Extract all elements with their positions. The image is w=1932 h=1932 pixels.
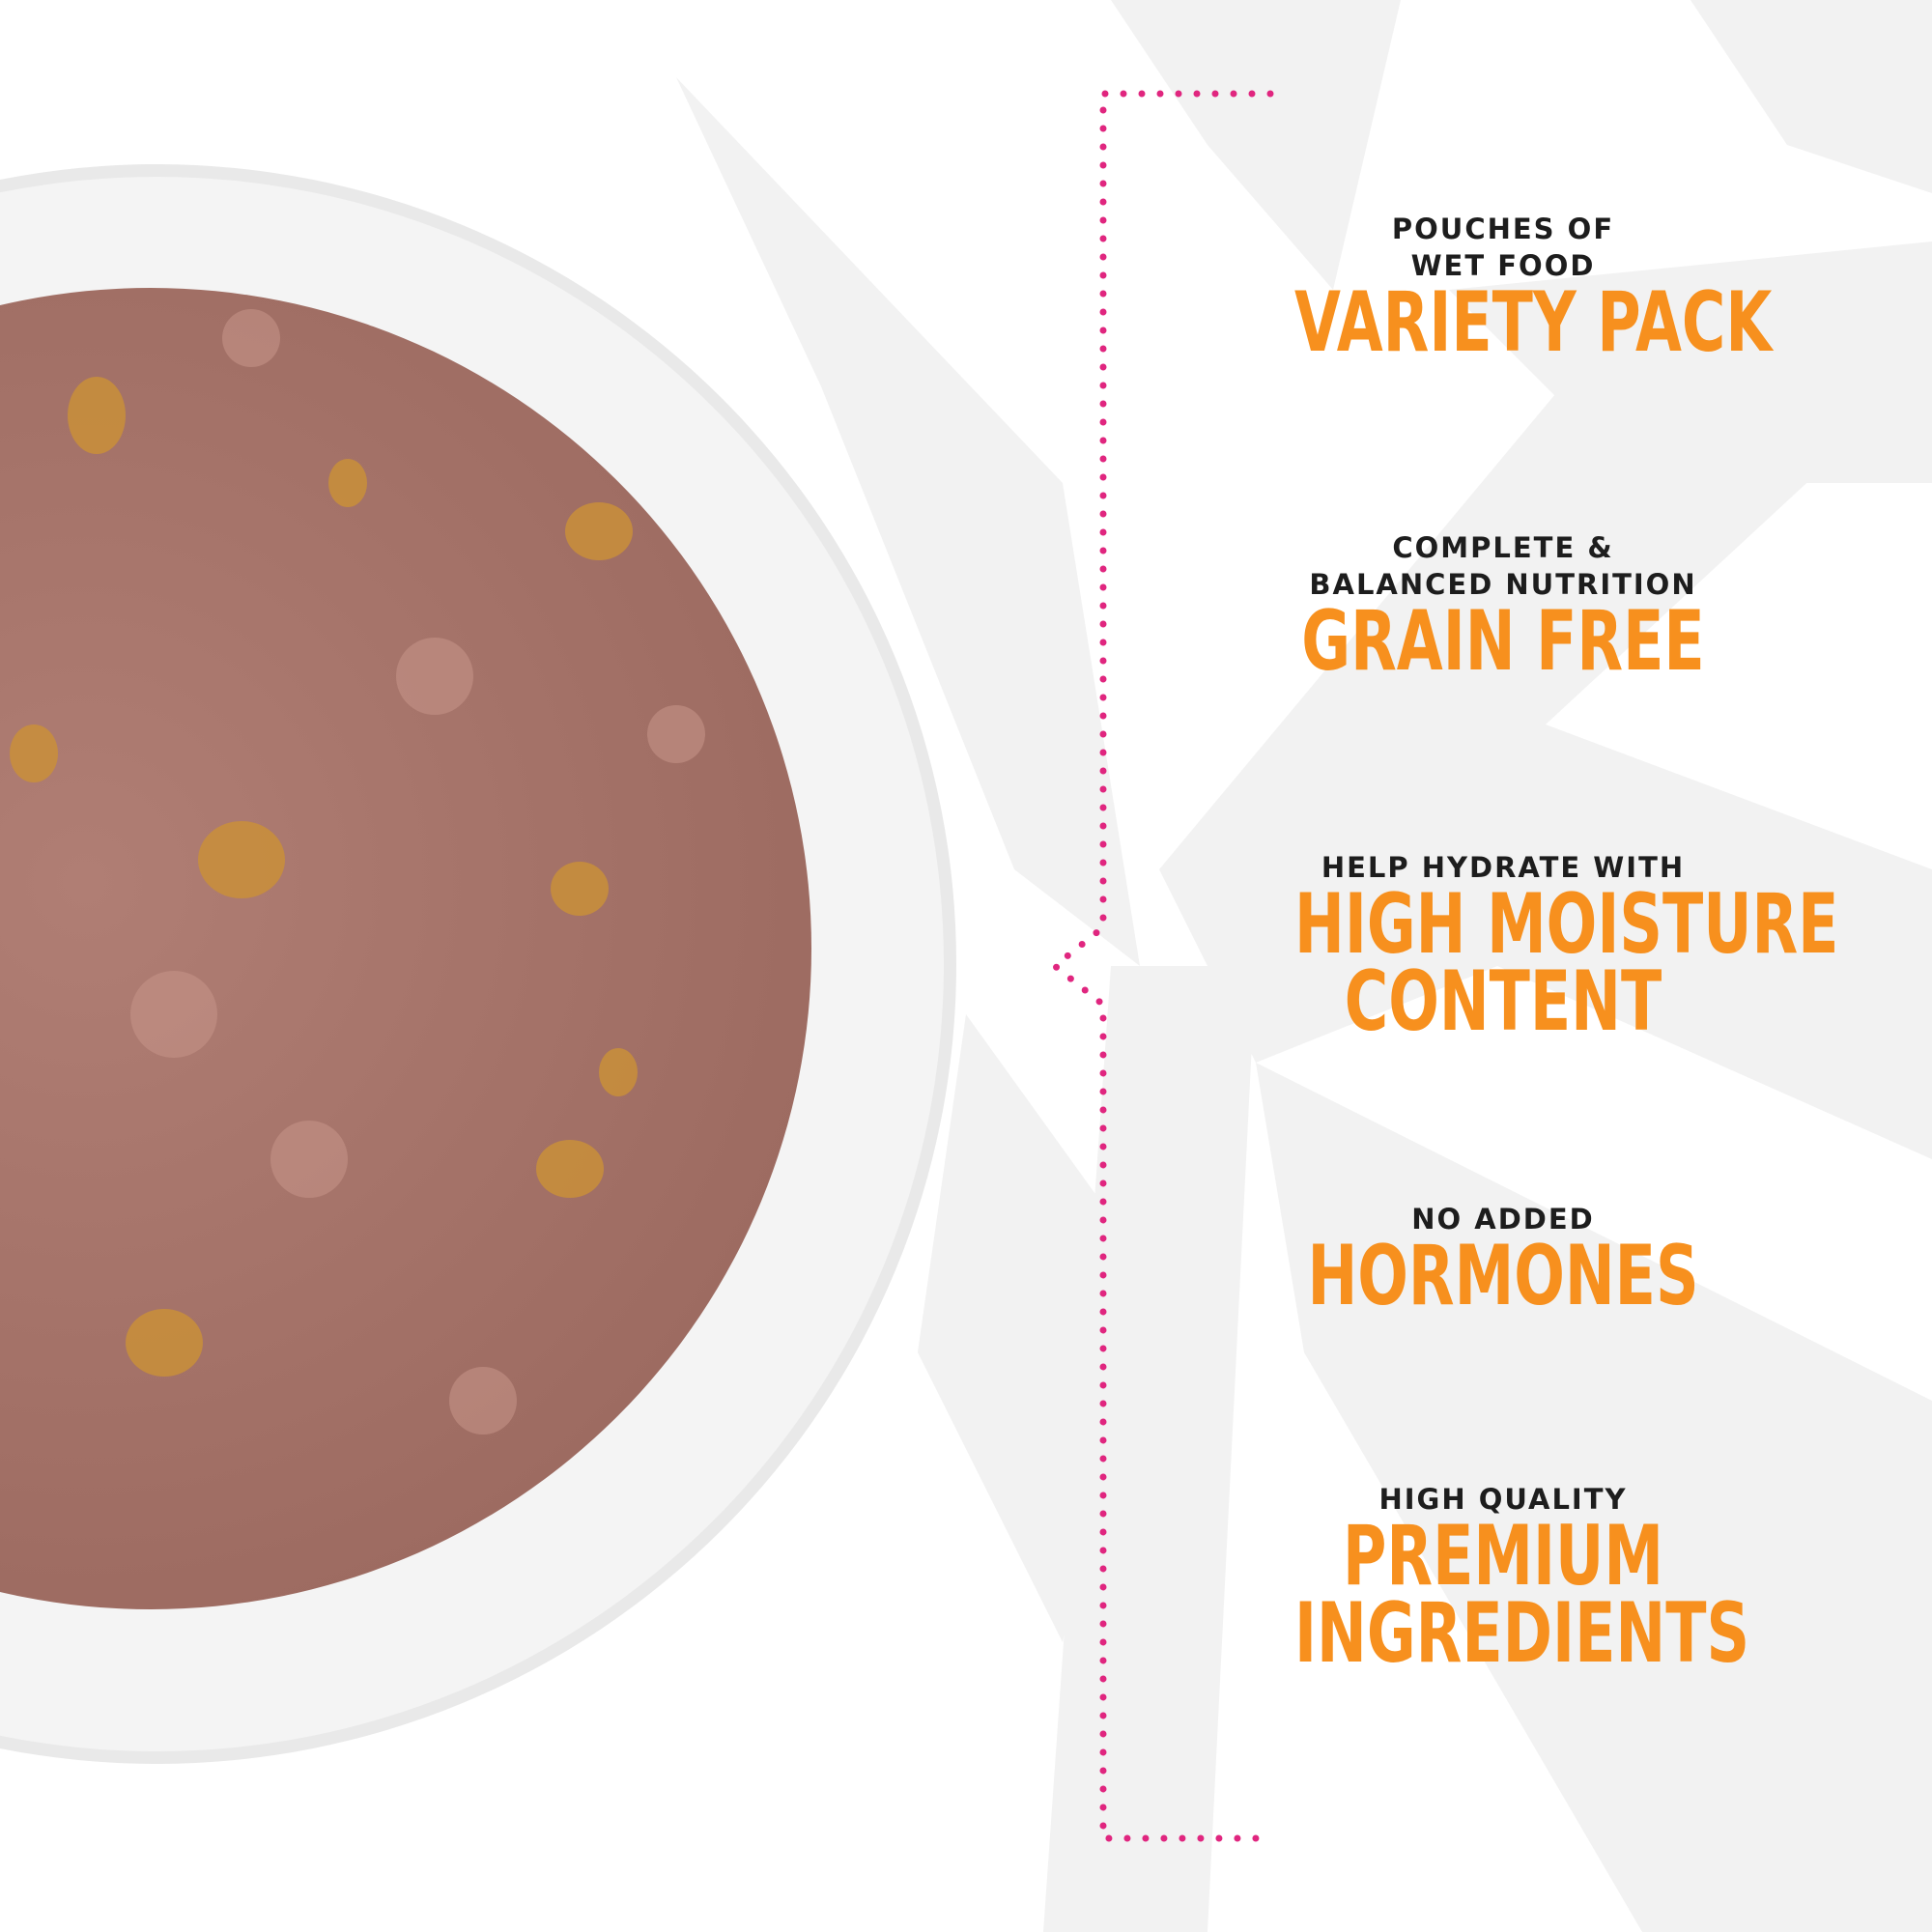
feature-title: HIGH MOISTURE (1294, 876, 1839, 973)
feature-subtitle: WET FOOD (1410, 249, 1596, 282)
feature-title: CONTENT (1344, 953, 1662, 1050)
palm-tree-silhouette (676, 0, 1932, 1932)
feature-block: COMPLETE & BALANCED NUTRITION GRAIN FREE (1213, 529, 1793, 690)
feature-block: HIGH QUALITY PREMIUM INGREDIENTS (1213, 1481, 1793, 1682)
bracket (1049, 90, 1274, 1842)
feature-subtitle: COMPLETE & (1392, 531, 1614, 564)
feature-title: GRAIN FREE (1301, 593, 1705, 690)
feature-title: PREMIUM (1343, 1508, 1663, 1605)
feature-block: POUCHES OF WET FOOD VARIETY PACK (1213, 211, 1793, 371)
feature-block: HELP HYDRATE WITH HIGH MOISTURE CONTENT (1213, 849, 1839, 1050)
feature-subtitle: BALANCED NUTRITION (1309, 568, 1697, 601)
feature-title: VARIETY PACK (1294, 274, 1773, 371)
feature-title: INGREDIENTS (1294, 1585, 1750, 1682)
feature-subtitle: HELP HYDRATE WITH (1321, 851, 1686, 884)
bowl (0, 164, 956, 1764)
feature-subtitle: NO ADDED (1411, 1203, 1595, 1236)
feature-block: NO ADDED HORMONES (1213, 1201, 1793, 1324)
feature-subtitle: POUCHES OF (1391, 213, 1615, 245)
wet-food (0, 288, 811, 1609)
feature-title: HORMONES (1307, 1228, 1699, 1324)
feature-subtitle: HIGH QUALITY (1378, 1483, 1628, 1516)
